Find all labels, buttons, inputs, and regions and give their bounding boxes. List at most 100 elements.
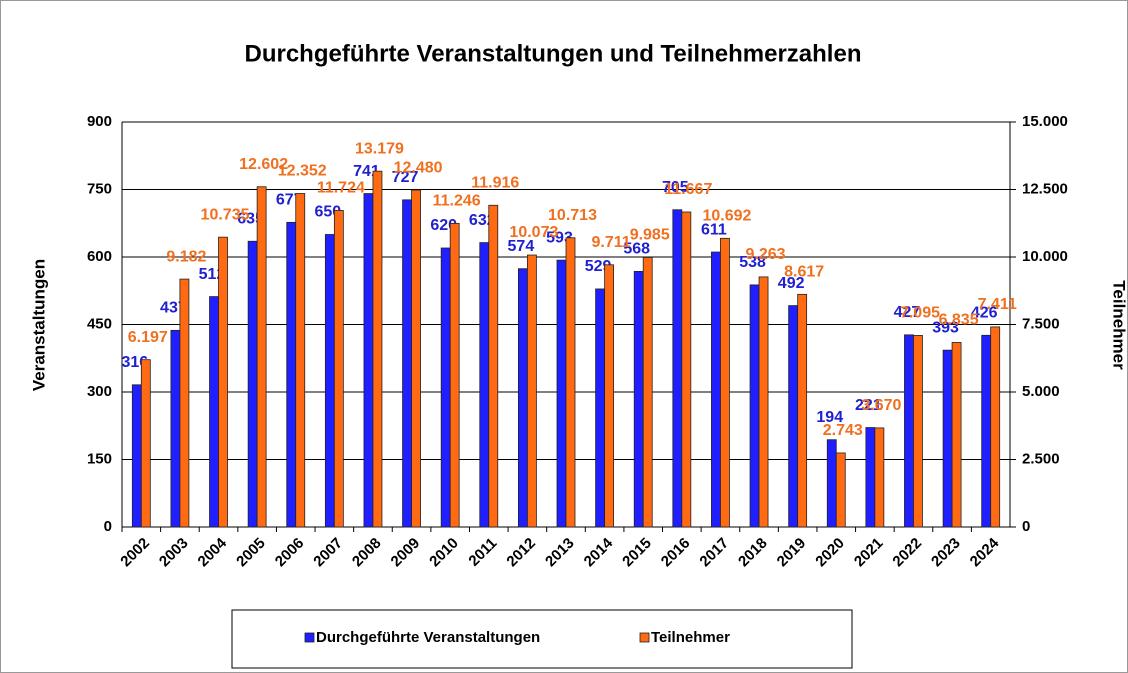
data-label: 194 xyxy=(816,409,843,426)
y-axis-label: Veranstaltungen xyxy=(29,259,48,391)
data-label: 9.263 xyxy=(746,246,786,263)
bar xyxy=(672,209,683,528)
bar xyxy=(256,186,267,528)
bar xyxy=(209,296,219,528)
bar xyxy=(247,240,258,528)
chart-title: Durchgeführte Veranstaltungen und Teilne… xyxy=(245,40,862,67)
bar xyxy=(131,384,142,528)
data-label: 12.602 xyxy=(239,156,288,173)
bar xyxy=(479,242,490,528)
y-tick-label: 600 xyxy=(87,248,112,265)
y2-tick-label: 7.500 xyxy=(1022,315,1060,332)
data-label: 393 xyxy=(932,319,959,336)
data-label: 6.197 xyxy=(128,329,168,346)
data-label: 8.617 xyxy=(784,264,824,281)
data-label: 727 xyxy=(392,169,419,186)
bar xyxy=(874,427,885,528)
bar xyxy=(720,237,730,528)
bar xyxy=(218,236,228,528)
data-label: 10.073 xyxy=(509,224,558,241)
y2-axis-label: Teilnehmer xyxy=(1110,280,1128,370)
bar xyxy=(363,193,374,528)
legend-swatch xyxy=(304,632,315,643)
data-label: 3.670 xyxy=(861,397,901,414)
bar xyxy=(324,234,335,528)
data-label: 426 xyxy=(971,305,998,322)
bar xyxy=(402,199,412,528)
bar xyxy=(826,439,837,528)
bar xyxy=(942,349,953,528)
legend-label: Durchgeführte Veranstaltungen xyxy=(316,629,540,646)
data-label: 574 xyxy=(508,238,535,255)
y-tick-label: 900 xyxy=(87,113,112,130)
legend-box xyxy=(231,609,853,669)
data-label: 11.724 xyxy=(317,180,365,197)
y2-tick-label: 5.000 xyxy=(1022,383,1060,400)
bar xyxy=(449,222,460,528)
y-tick-label: 150 xyxy=(87,450,112,467)
bar xyxy=(951,342,962,528)
bar xyxy=(517,268,528,528)
bar xyxy=(981,334,992,528)
bar xyxy=(333,210,344,528)
bar xyxy=(488,204,499,528)
bar xyxy=(681,211,692,528)
bar xyxy=(904,334,914,528)
y-tick-label: 450 xyxy=(87,315,112,332)
data-label: 12.480 xyxy=(394,159,443,176)
data-label: 10.713 xyxy=(548,207,597,224)
bar xyxy=(565,237,576,528)
data-label: 492 xyxy=(778,275,805,292)
bar xyxy=(604,264,615,528)
bar xyxy=(170,329,181,528)
bar xyxy=(797,293,808,528)
y-tick-label: 300 xyxy=(87,383,112,400)
bar xyxy=(990,326,1001,528)
bar xyxy=(835,452,846,528)
data-label: 11.667 xyxy=(664,181,712,198)
y2-tick-label: 2.500 xyxy=(1022,450,1060,467)
bar xyxy=(295,193,306,528)
data-label: 611 xyxy=(701,221,727,238)
data-label: 6.835 xyxy=(939,312,979,329)
legend-label: Teilnehmer xyxy=(651,629,730,646)
y2-tick-label: 12.500 xyxy=(1022,180,1068,197)
data-label: 13.179 xyxy=(355,140,404,157)
y2-tick-label: 10.000 xyxy=(1022,248,1068,265)
data-label: 427 xyxy=(894,304,921,321)
data-label: 7.095 xyxy=(900,305,940,322)
data-label: 11.246 xyxy=(433,193,481,210)
data-label: 221 xyxy=(855,397,882,414)
y-tick-label: 0 xyxy=(104,518,112,535)
bar xyxy=(788,305,799,528)
data-label: 2.743 xyxy=(823,422,863,439)
bar xyxy=(642,257,653,528)
y-tick-label: 750 xyxy=(87,180,112,197)
data-label: 705 xyxy=(662,179,689,196)
legend-swatch xyxy=(639,632,650,643)
data-label: 10.692 xyxy=(702,208,751,225)
bar xyxy=(440,247,451,528)
bar xyxy=(372,170,383,528)
data-label: 9.985 xyxy=(630,227,670,244)
bar xyxy=(711,251,721,528)
data-label: 9.711 xyxy=(592,234,631,251)
data-label: 568 xyxy=(623,241,650,258)
bar xyxy=(411,189,421,528)
y2-tick-label: 15.000 xyxy=(1022,113,1068,130)
y2-tick-label: 0 xyxy=(1022,518,1030,535)
data-label: 10.735 xyxy=(201,206,250,223)
bar xyxy=(526,254,537,528)
bar xyxy=(758,276,769,528)
bar xyxy=(913,335,923,528)
bar xyxy=(865,427,876,528)
data-label: 11.916 xyxy=(471,174,519,191)
data-label: 7.411 xyxy=(978,296,1017,313)
data-label: 12.352 xyxy=(278,163,327,180)
bar xyxy=(286,221,297,528)
data-label: 9.182 xyxy=(166,248,206,265)
bar xyxy=(140,359,151,528)
bar xyxy=(179,278,190,528)
bar xyxy=(595,288,606,528)
